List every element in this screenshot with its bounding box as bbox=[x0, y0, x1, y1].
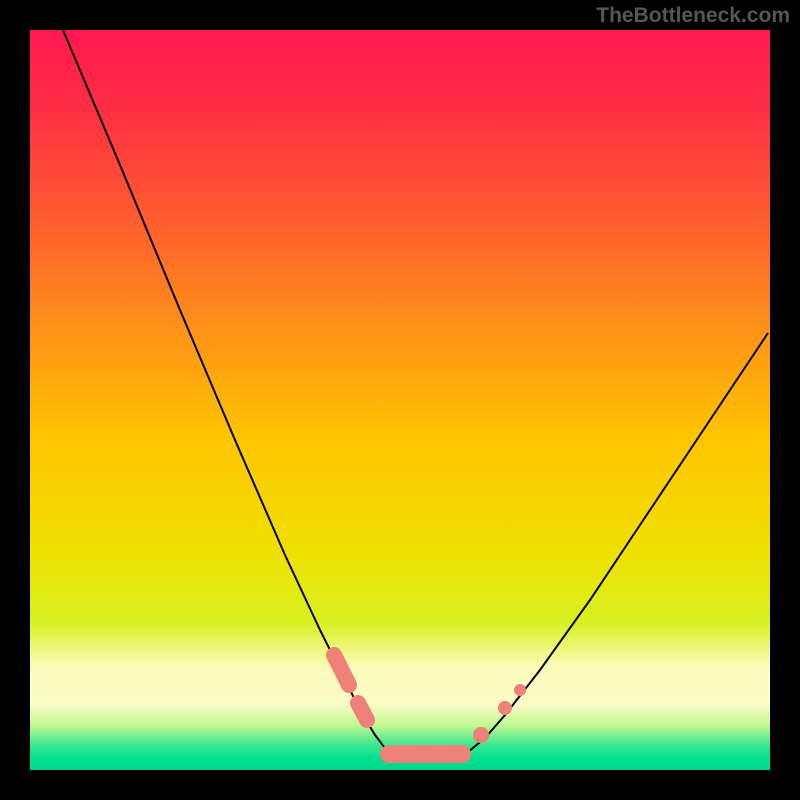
marker-dot bbox=[514, 684, 526, 696]
chart-container: TheBottleneck.com bbox=[0, 0, 800, 800]
chart-svg bbox=[0, 0, 800, 800]
watermark-text: TheBottleneck.com bbox=[596, 4, 790, 28]
marker-dot bbox=[473, 727, 489, 743]
plot-background bbox=[30, 30, 770, 770]
marker-dot bbox=[498, 701, 512, 715]
marker-capsule bbox=[358, 703, 367, 720]
